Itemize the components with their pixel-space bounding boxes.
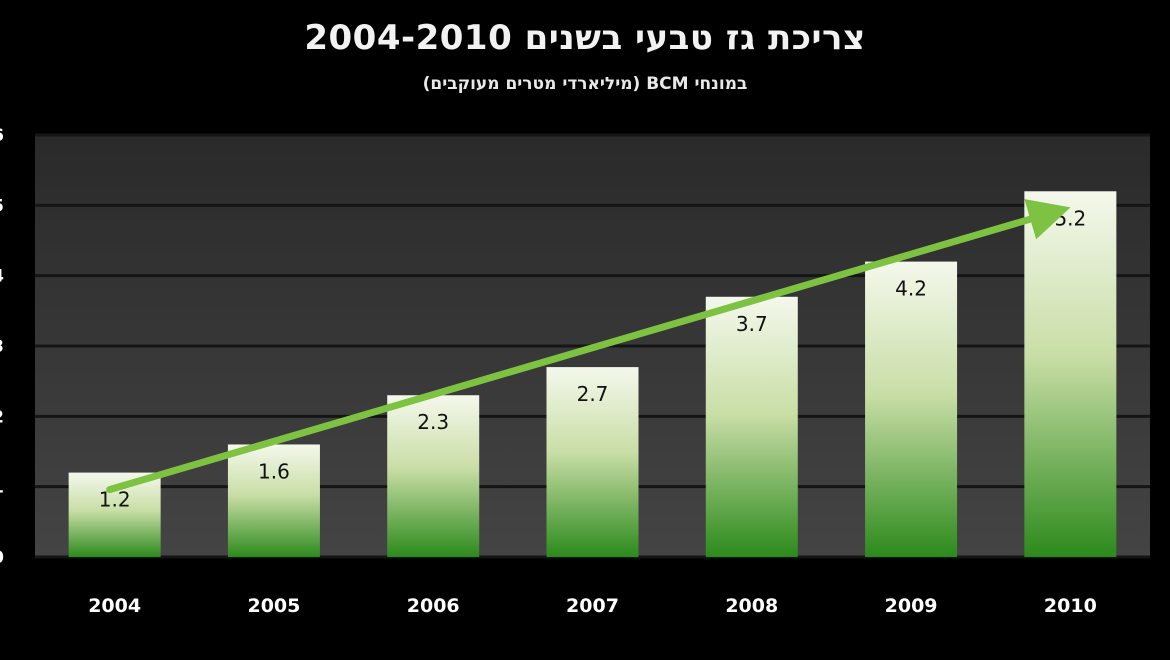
y-tick-label: 2 [0,407,4,427]
bar-2010 [1024,191,1117,557]
y-tick-label: 4 [0,267,4,287]
y-tick-labels: 0 1 2 3 4 5 6 [0,126,4,568]
x-tick-label: 2009 [885,595,938,617]
data-label: 2.7 [577,382,609,406]
x-tick-label: 2004 [88,595,141,617]
chart-title: צריכת גז טבעי בשנים 2004-2010 [304,18,866,58]
x-tick-label: 2007 [566,595,619,617]
y-tick-label: 1 [0,478,4,498]
bar-2007 [546,367,639,557]
bars [68,191,1117,557]
data-label: 1.6 [258,459,290,483]
data-label: 5.2 [1054,206,1086,230]
y-tick-label: 5 [0,196,4,216]
y-tick-label: 6 [0,126,4,146]
bar-2005 [227,444,320,557]
x-tick-labels: 2004 2005 2006 2007 2008 2009 2010 [88,595,1097,617]
chart-subtitle: במונחי BCM (מיליארדי מטרים מעוקבים) [422,74,748,94]
data-label: 3.7 [736,312,768,336]
x-tick-label: 2010 [1044,595,1097,617]
trend-arrow [106,199,1071,494]
bar-2006 [387,395,480,557]
bar-2008 [705,296,798,557]
x-tick-label: 2006 [407,595,460,617]
x-tick-label: 2008 [725,595,778,617]
y-tick-label: 3 [0,337,4,357]
y-tick-label: 0 [0,548,4,568]
data-label: 2.3 [417,410,449,434]
x-tick-label: 2005 [247,595,300,617]
data-label: 4.2 [895,277,927,301]
bar-2009 [865,261,958,557]
